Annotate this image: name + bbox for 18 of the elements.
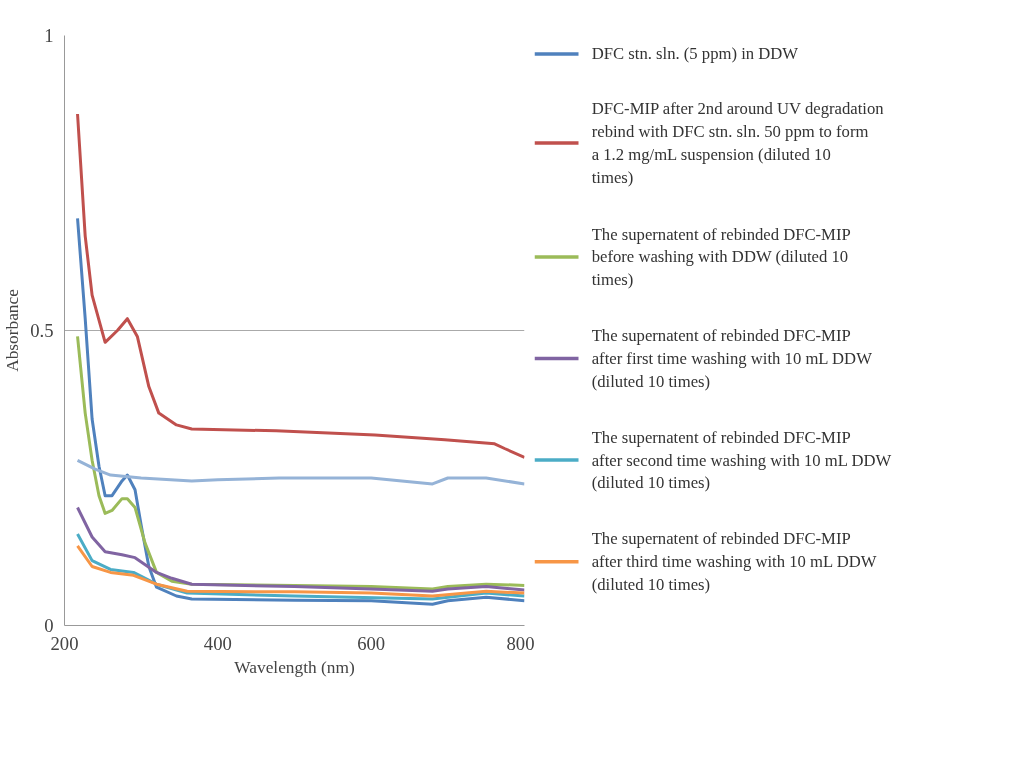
line-series	[76, 506, 525, 593]
y-axis-title: Absorbance	[3, 288, 23, 372]
line-series	[76, 458, 525, 486]
x-tick-label: 800	[506, 632, 535, 654]
legend-label: The supernatent of rebinded DFC-MIP after second time washing with 10 mL DDW (diluted 10 times)	[591, 427, 892, 493]
legend-label: The supernatent of rebinded DFC-MIP before washing with DDW (diluted 10 times)	[591, 224, 851, 290]
legend-label: DFC-MIP after 2nd around UV degradation rebind with DFC stn. sln. 50 ppm to form a 1.2 mg/mL suspension (diluted 10 times)	[591, 99, 885, 187]
legend-label: The supernatent of rebinded DFC-MIP after third time washing with 10 mL DDW (diluted 10 times)	[591, 529, 877, 594]
legend-label: The supernatent of rebinded DFC-MIP after first time washing with 10 mL DDW (diluted 10 times)	[591, 326, 873, 391]
line-series	[76, 112, 525, 459]
x-tick-label: 600	[357, 632, 386, 654]
y-tick-label: 0.5	[30, 320, 54, 341]
x-tick-label: 400	[203, 632, 232, 654]
x-axis-title: Wavelength (nm)	[234, 657, 355, 677]
legend-label: DFC stn. sln. (5 ppm) in DDW	[591, 44, 799, 64]
line-series	[76, 216, 525, 606]
y-tick-label: 1	[44, 25, 54, 46]
line-series	[76, 544, 525, 598]
